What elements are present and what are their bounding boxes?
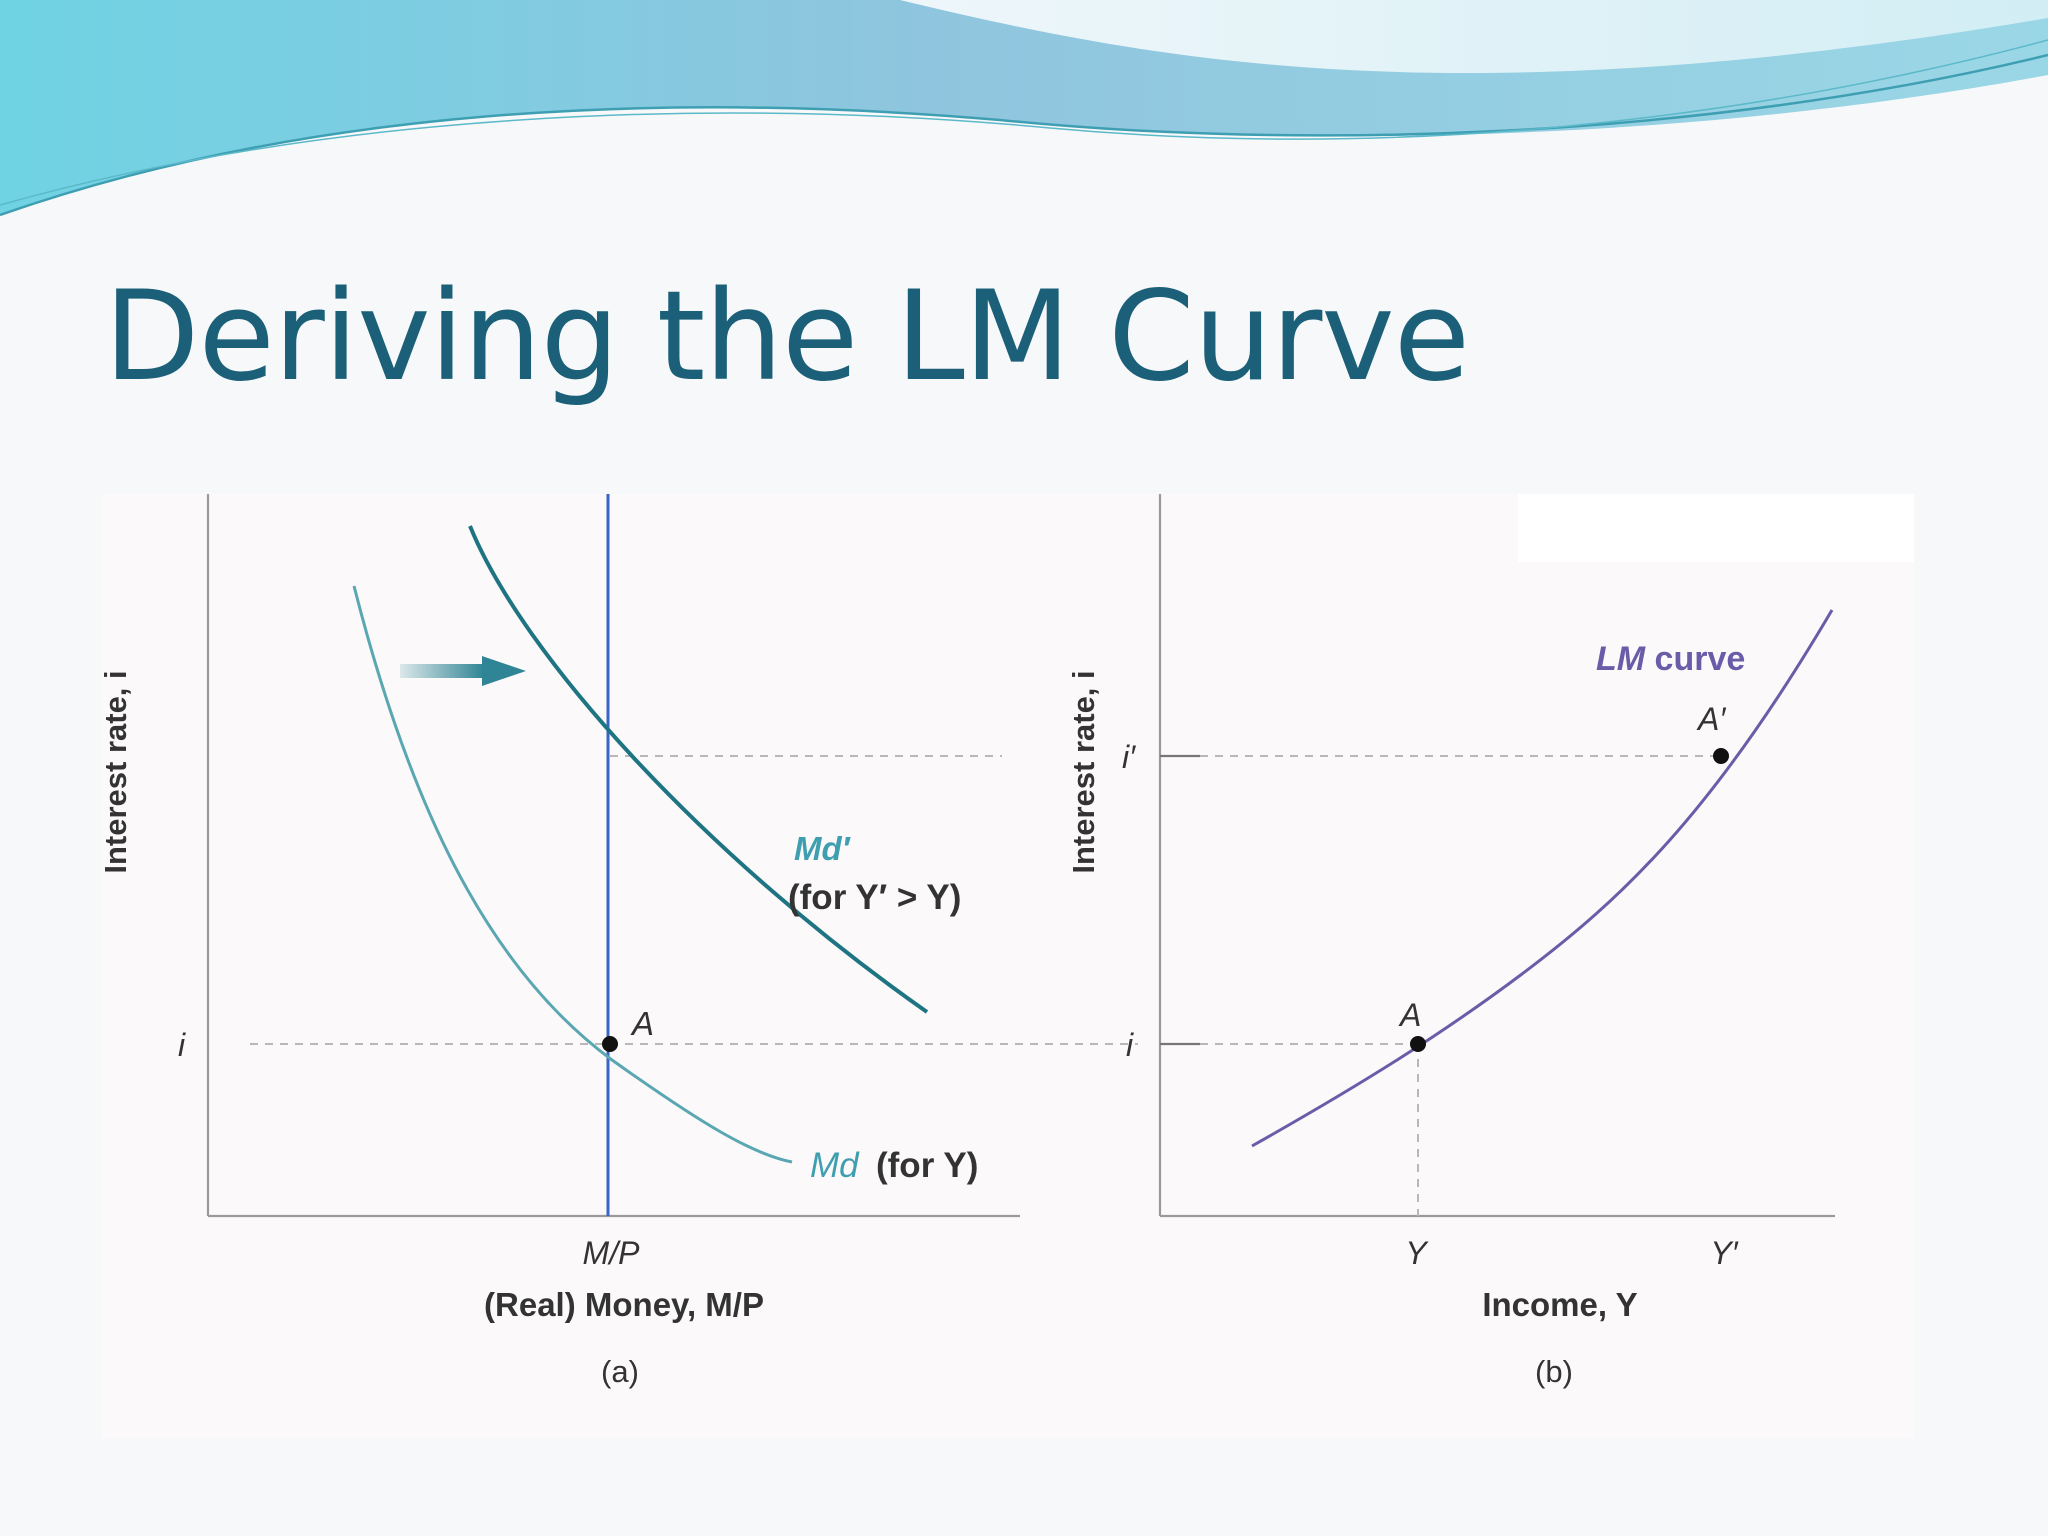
panel-b-corner-box <box>1518 494 1914 562</box>
md-prime-condition: (for Y′ > Y) <box>788 878 961 917</box>
figure-canvas: A i Md′ (for Y′ > Y) Md (for Y) M/P (Rea… <box>102 494 1914 1389</box>
panel-b-x-axis-title: Income, Y <box>1482 1286 1637 1323</box>
panel-a-x-axis-title: (Real) Money, M/P <box>484 1286 764 1323</box>
md-curve <box>352 585 793 1164</box>
point-a-marker <box>602 1036 618 1052</box>
panel-a-y-axis-title: Interest rate, i <box>102 670 133 873</box>
slide-title: Deriving the LM Curve <box>104 265 1470 409</box>
md-prime-curve <box>468 525 929 1014</box>
md-condition: (for Y) <box>876 1146 978 1185</box>
x-tick-y: Y <box>1405 1235 1429 1271</box>
lm-curve-figure: A i Md′ (for Y′ > Y) Md (for Y) M/P (Rea… <box>102 494 1914 1438</box>
lm-curve-label: LM curve <box>1596 640 1745 678</box>
lm-curve-label-rest: curve <box>1645 640 1745 678</box>
point-a-label-b: A <box>1398 997 1421 1033</box>
point-a-prime-label: A′ <box>1696 701 1726 737</box>
panel-a-caption: (a) <box>601 1354 639 1389</box>
x-tick-y-prime: Y′ <box>1710 1235 1738 1271</box>
panel-a-money-market: A i Md′ (for Y′ > Y) Md (for Y) M/P (Rea… <box>102 494 1138 1389</box>
header-wave-decoration <box>0 0 2048 217</box>
point-a-prime-marker <box>1713 748 1729 764</box>
y-tick-i-b: i <box>1126 1027 1134 1063</box>
lm-curve <box>1251 609 1834 1148</box>
panel-b-caption: (b) <box>1535 1354 1573 1389</box>
y-tick-i-prime: i′ <box>1122 739 1136 775</box>
lm-curve-label-italic: LM <box>1596 640 1646 678</box>
panel-b-y-axis-title: Interest rate, i <box>1066 670 1101 873</box>
y-tick-i: i <box>178 1027 186 1063</box>
md-prime-label: Md′ <box>794 830 852 867</box>
x-tick-m-over-p: M/P <box>583 1235 641 1271</box>
md-label: Md <box>810 1146 860 1185</box>
point-a-marker-b <box>1410 1036 1426 1052</box>
panel-b-lm-curve: A A′ LM curve i i′ Y Y′ Income, Y (b) In… <box>1066 494 1914 1389</box>
shift-arrow-icon <box>400 656 526 686</box>
point-a-label: A <box>630 1005 654 1042</box>
